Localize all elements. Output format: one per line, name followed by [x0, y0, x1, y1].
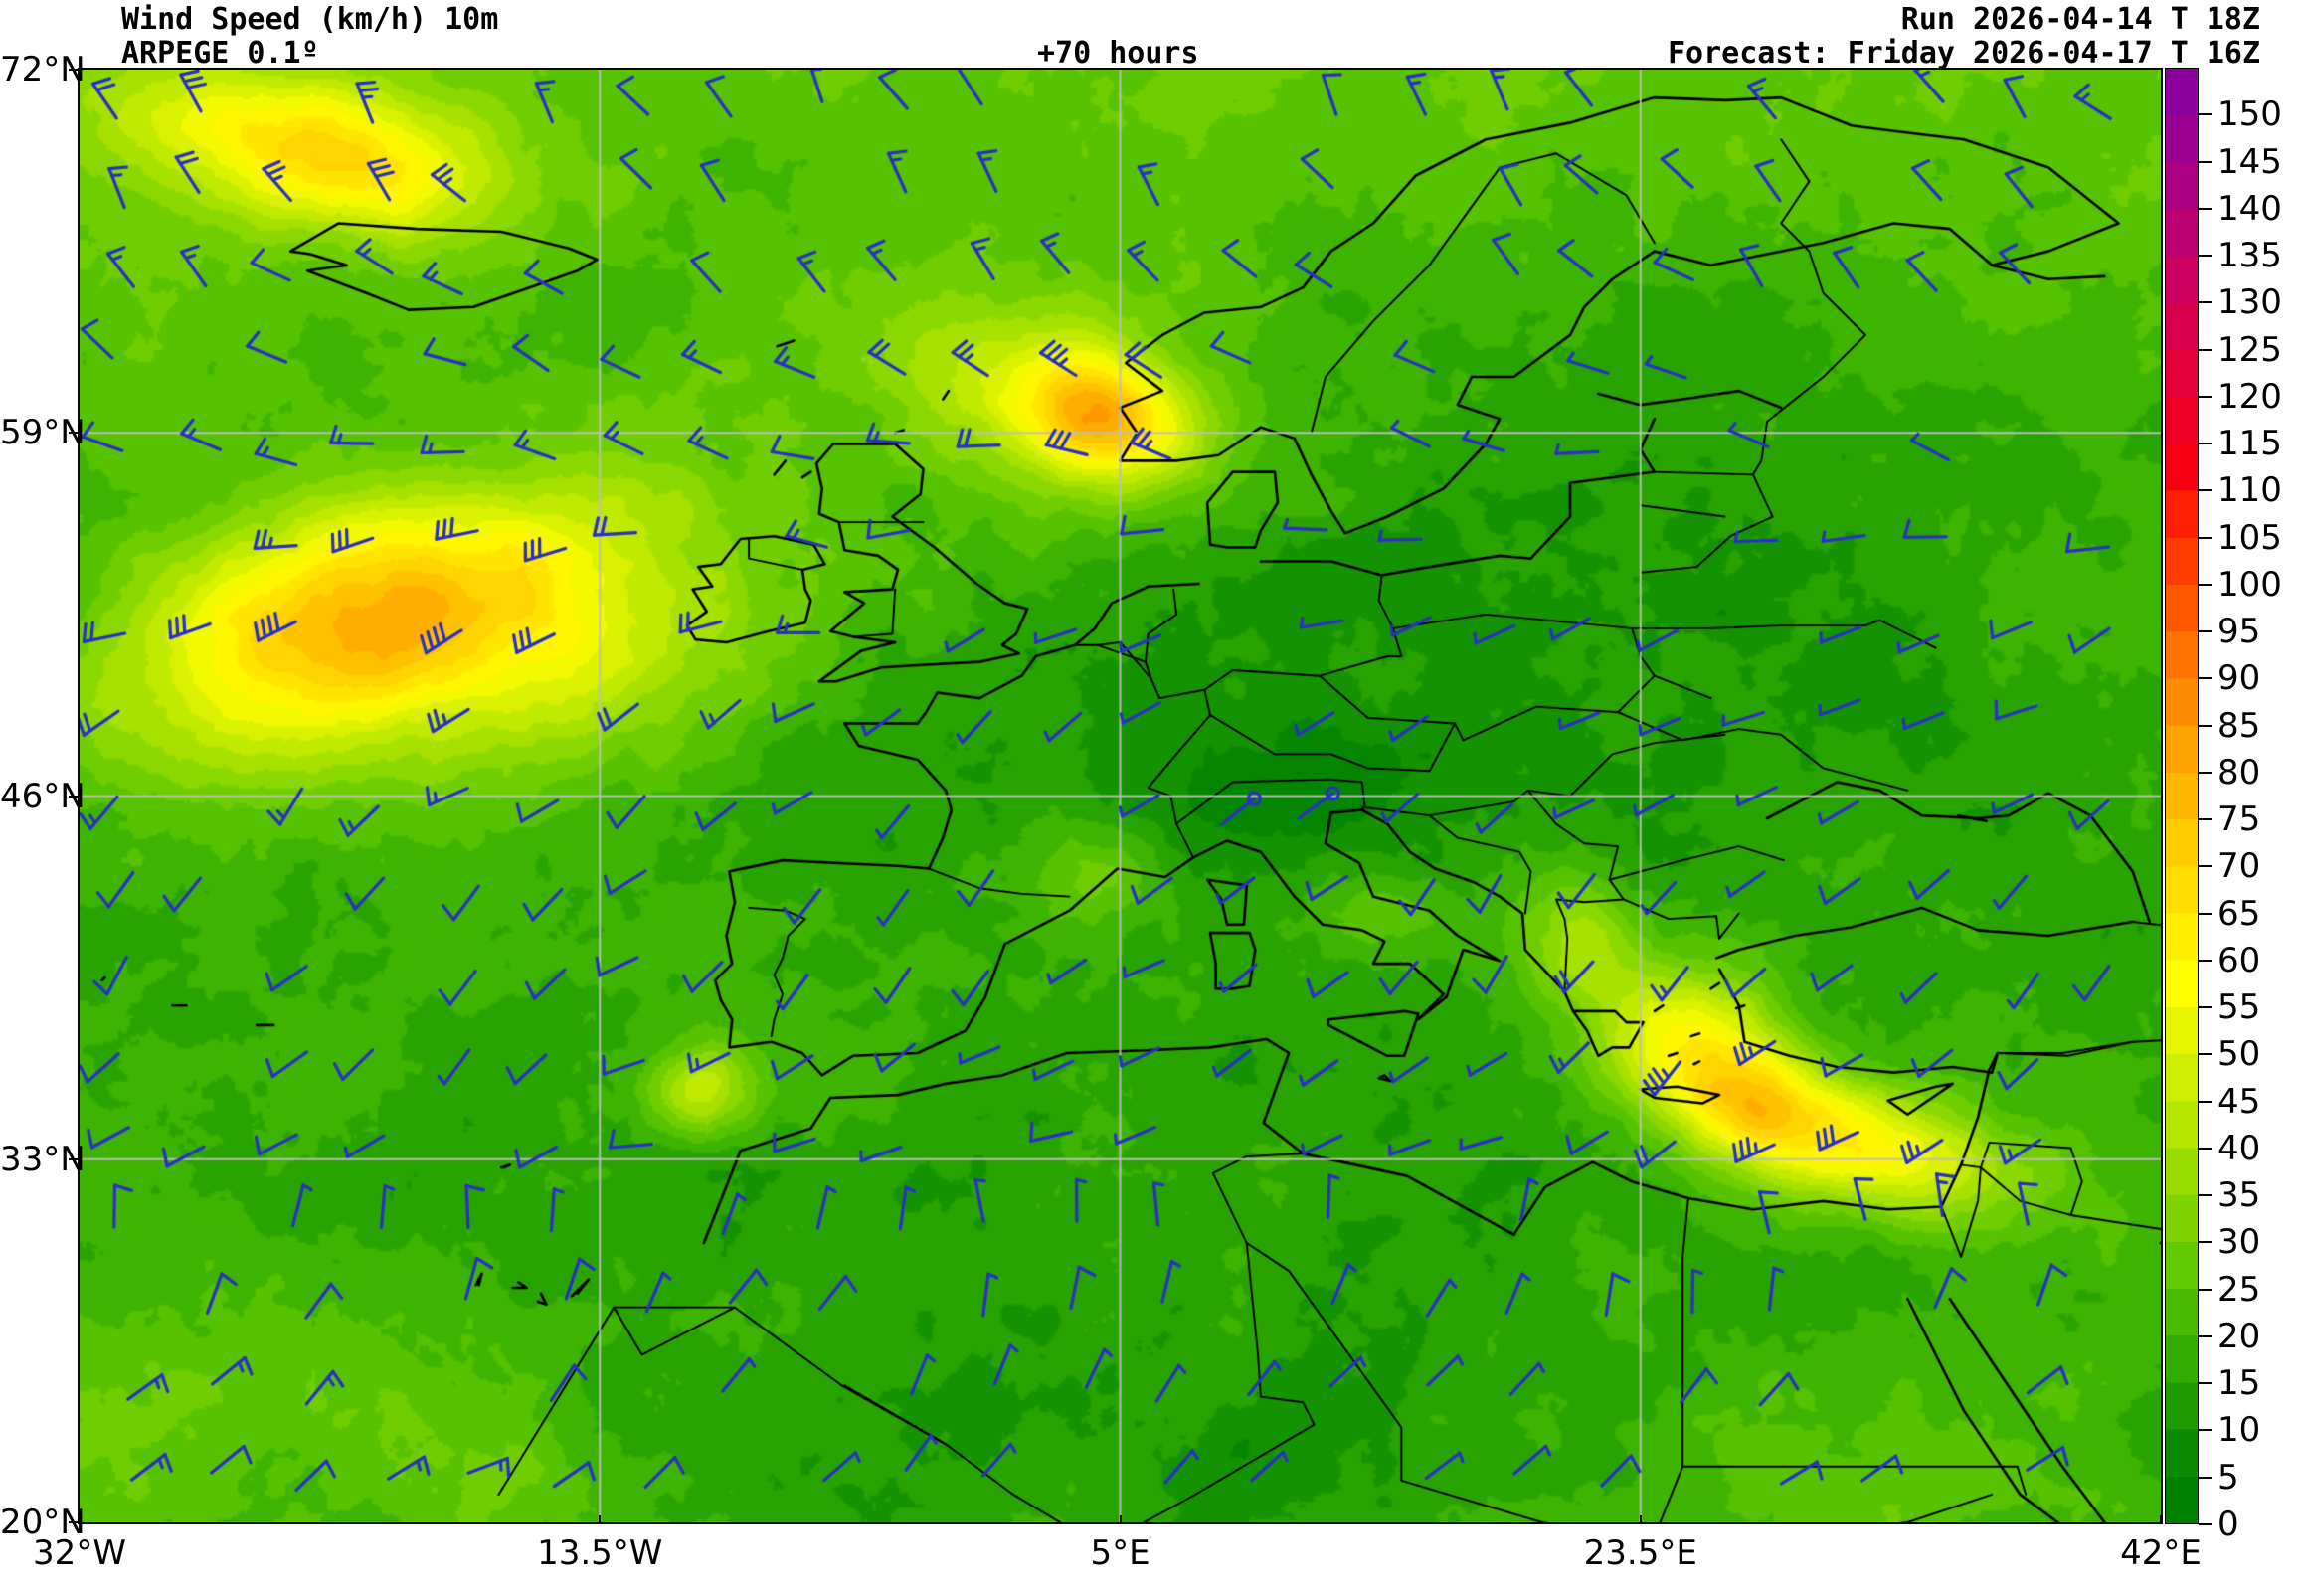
forecast-time-label: Forecast: Friday 2026-04-17 T 16Z [1667, 36, 2260, 71]
colorbar-tick-label: 0 [2217, 1505, 2239, 1544]
model-subtitle: ARPEGE 0.1º [121, 36, 319, 71]
colorbar-tick-label: 110 [2217, 470, 2282, 511]
x-axis-tick [1119, 1515, 1122, 1524]
colorbar-tick-label: 15 [2217, 1363, 2261, 1404]
colorbar-tick-label: 125 [2217, 329, 2282, 370]
map-raster [80, 70, 2161, 1522]
y-axis-tick-label: 46°N [0, 776, 86, 816]
colorbar-tick-label: 85 [2217, 705, 2261, 746]
colorbar-tick-label: 35 [2217, 1175, 2261, 1216]
colorbar-tick-label: 70 [2217, 846, 2261, 887]
colorbar-tick [2199, 1523, 2212, 1525]
y-axis-tick-label: 33°N [0, 1139, 86, 1179]
x-axis-tick-label: 13.5°W [537, 1533, 663, 1573]
colorbar-tick-label: 5 [2217, 1457, 2239, 1498]
colorbar-tick-label: 65 [2217, 893, 2261, 934]
colorbar-tick-label: 135 [2217, 236, 2282, 276]
colorbar-tick [2199, 1382, 2212, 1385]
colorbar-tick [2199, 1006, 2212, 1009]
page-title: Wind Speed (km/h) 10m [121, 2, 499, 37]
y-axis-tick-label: 72°N [0, 50, 86, 89]
y-axis-tick [69, 795, 78, 798]
colorbar-tick [2199, 348, 2212, 351]
colorbar-tick-label: 20 [2217, 1316, 2261, 1356]
colorbar-tick [2199, 677, 2212, 680]
chart-header: Wind Speed (km/h) 10m ARPEGE 0.1º +70 ho… [0, 0, 2300, 71]
colorbar-tick [2199, 1100, 2212, 1103]
colorbar-tick [2199, 865, 2212, 868]
colorbar-tick [2199, 818, 2212, 821]
colorbar-tick [2199, 160, 2212, 163]
colorbar-tick-label: 115 [2217, 424, 2282, 464]
colorbar-tick-label: 80 [2217, 752, 2261, 793]
y-axis-tick [69, 1521, 78, 1523]
colorbar-tick-label: 45 [2217, 1081, 2261, 1122]
colorbar[interactable]: 0 5 10 15 20 25 30 35 40 45 50 55 60 65 70 75 80 85 90 95 10… [2165, 68, 2282, 1544]
wind-speed-map[interactable] [78, 68, 2163, 1524]
colorbar-tick [2199, 113, 2212, 116]
colorbar-tick-label: 130 [2217, 282, 2282, 323]
colorbar-tick-label: 75 [2217, 799, 2261, 840]
x-axis-tick [1639, 1515, 1642, 1524]
colorbar-tick [2199, 255, 2212, 258]
colorbar-tick-label: 105 [2217, 517, 2282, 558]
x-axis-tick-label: 5°E [1090, 1533, 1150, 1573]
colorbar-tick [2199, 912, 2212, 915]
colorbar-tick [2199, 1476, 2212, 1479]
colorbar-tick [2199, 1194, 2212, 1197]
colorbar-tick-label: 145 [2217, 141, 2282, 182]
colorbar-tick-label: 140 [2217, 188, 2282, 229]
lead-time-label: +70 hours [1037, 36, 1199, 71]
colorbar-tick [2199, 724, 2212, 727]
colorbar-tick [2199, 1241, 2212, 1244]
colorbar-tick-label: 55 [2217, 987, 2261, 1028]
colorbar-tick [2199, 489, 2212, 492]
colorbar-tick [2199, 207, 2212, 210]
colorbar-tick-label: 60 [2217, 940, 2261, 980]
colorbar-tick [2199, 1429, 2212, 1432]
x-axis-tick-label: 23.5°E [1583, 1533, 1697, 1573]
colorbar-tick [2199, 536, 2212, 539]
x-axis-tick [599, 1515, 602, 1524]
colorbar-tick-label: 120 [2217, 376, 2282, 417]
colorbar-tick [2199, 1147, 2212, 1150]
colorbar-tick-label: 100 [2217, 564, 2282, 605]
colorbar-tick [2199, 1288, 2212, 1291]
x-axis-tick-label: 32°W [33, 1533, 126, 1573]
colorbar-tick-label: 95 [2217, 612, 2261, 652]
colorbar-tick [2199, 395, 2212, 398]
run-time-label: Run 2026-04-14 T 18Z [1900, 2, 2260, 37]
colorbar-tick [2199, 583, 2212, 586]
colorbar-tick [2199, 1334, 2212, 1337]
colorbar-tick [2199, 630, 2212, 633]
colorbar-tick [2199, 1053, 2212, 1056]
y-axis-tick [69, 69, 78, 71]
colorbar-tick [2199, 959, 2212, 962]
colorbar-tick-label: 40 [2217, 1128, 2261, 1168]
colorbar-tick-label: 150 [2217, 94, 2282, 135]
colorbar-tick [2199, 771, 2212, 774]
y-axis-tick [69, 1157, 78, 1160]
colorbar-tick-label: 50 [2217, 1034, 2261, 1075]
colorbar-tick-label: 90 [2217, 658, 2261, 699]
x-axis-tick [79, 1515, 81, 1524]
colorbar-tick-label: 30 [2217, 1222, 2261, 1263]
y-axis-tick [69, 432, 78, 435]
colorbar-tick [2199, 301, 2212, 304]
colorbar-tick-label: 25 [2217, 1269, 2261, 1310]
y-axis-tick-label: 59°N [0, 413, 86, 453]
colorbar-gradient [2165, 68, 2199, 1524]
x-axis-tick-label: 42°E [2120, 1533, 2202, 1573]
colorbar-tick-label: 10 [2217, 1410, 2261, 1451]
colorbar-tick [2199, 443, 2212, 445]
x-axis-tick [2160, 1515, 2162, 1524]
